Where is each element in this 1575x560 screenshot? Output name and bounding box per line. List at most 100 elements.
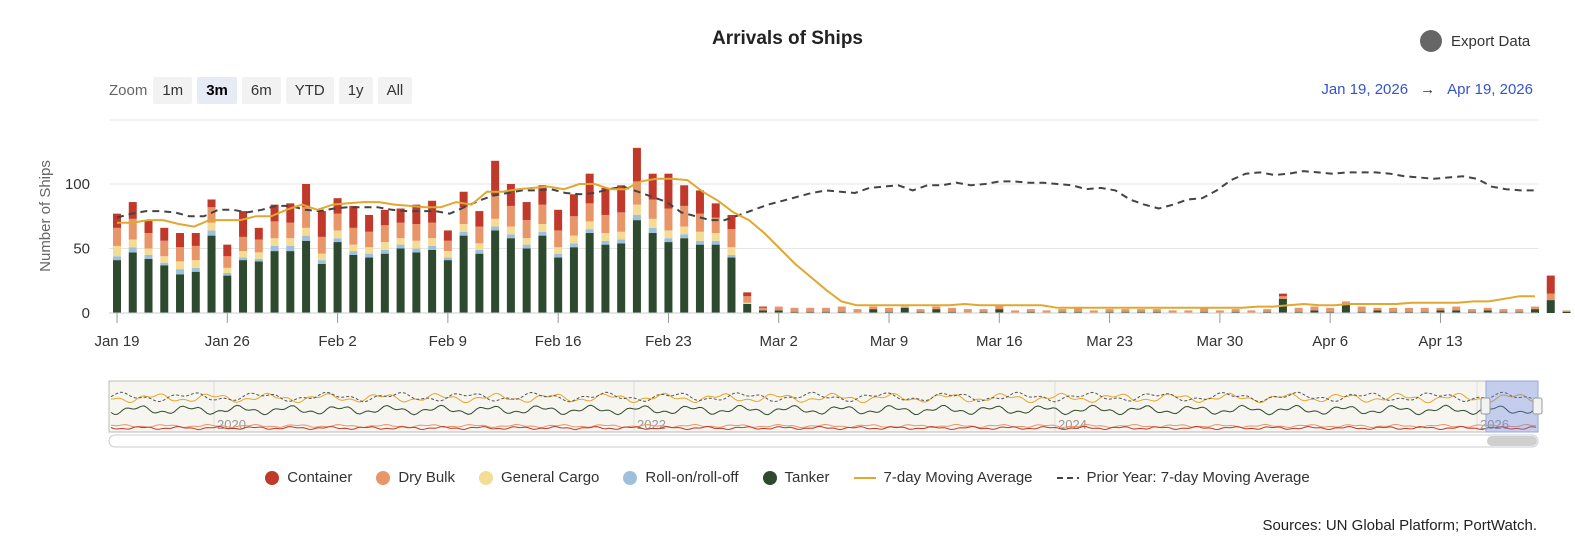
bar-general-cargo — [223, 267, 232, 274]
bar-dry-bulk — [1326, 307, 1335, 312]
zoom-1m-button[interactable]: 1m — [153, 77, 193, 104]
bar-tanker — [916, 311, 925, 313]
bar-general-cargo — [302, 227, 311, 236]
legend-item-ma7[interactable]: 7-day Moving Average — [853, 469, 1033, 486]
bar-roro — [380, 249, 389, 254]
bar-dry-bulk — [758, 307, 767, 311]
bar-dry-bulk — [412, 223, 421, 241]
bar-container — [223, 244, 232, 257]
bar-dry-bulk — [806, 307, 815, 312]
bar-dry-bulk — [1531, 306, 1539, 310]
legend-item-container[interactable]: Container — [265, 469, 352, 486]
range-start-date[interactable]: Jan 19, 2026 — [1321, 81, 1409, 98]
bar-tanker — [1467, 311, 1476, 313]
bar-dry-bulk — [900, 306, 909, 308]
bar-tanker — [113, 260, 121, 313]
bar-general-cargo — [711, 233, 720, 241]
bar-tanker — [648, 233, 657, 313]
legend-item-dry-bulk[interactable]: Dry Bulk — [376, 469, 455, 486]
bar-tanker — [223, 275, 232, 313]
bar-dry-bulk — [443, 240, 452, 252]
bar-roro — [601, 240, 610, 245]
legend-item-prior-year[interactable]: Prior Year: 7-day Moving Average — [1056, 469, 1310, 486]
bar-tanker — [837, 311, 846, 313]
zoom-1y-button[interactable]: 1y — [338, 77, 373, 104]
bar-container — [113, 213, 121, 228]
bar-tanker — [774, 310, 783, 313]
bar-container — [585, 173, 594, 204]
legend-label: Roll-on/roll-off — [645, 469, 739, 486]
x-tick-label: Apr 13 — [1418, 333, 1462, 350]
bar-tanker — [1105, 311, 1114, 313]
bar-dry-bulk — [1357, 306, 1366, 312]
bar-general-cargo — [569, 235, 578, 244]
export-data-button[interactable]: Export Data — [1420, 30, 1530, 52]
bar-tanker — [948, 311, 957, 313]
bar-tanker — [1452, 310, 1461, 313]
bar-tanker — [1326, 311, 1335, 313]
bar-container — [412, 204, 421, 224]
bar-tanker — [365, 257, 374, 313]
bar-container — [191, 233, 200, 246]
bar-dry-bulk — [885, 307, 894, 312]
zoom-6m-button[interactable]: 6m — [241, 77, 281, 104]
bar-general-cargo — [443, 251, 452, 258]
bar-tanker — [1026, 311, 1035, 313]
legend-item-general-cargo[interactable]: General Cargo — [479, 469, 599, 486]
zoom-ytd-button[interactable]: YTD — [285, 77, 334, 104]
chart-area: 0 50 100 Number of Ships Jan 19 Jan 26 Feb 2 F… — [37, 119, 1571, 448]
bar-dry-bulk — [1515, 309, 1524, 312]
bar-roro — [365, 253, 374, 258]
bar-container — [459, 191, 468, 208]
navigator-scrollbar-thumb — [1487, 436, 1537, 446]
zoom-all-button[interactable]: All — [377, 77, 413, 104]
bar-tanker — [538, 235, 547, 313]
bar-dry-bulk — [428, 222, 437, 239]
bar-dry-bulk — [1074, 307, 1083, 312]
bar-dry-bulk — [144, 233, 153, 249]
bar-roro — [727, 254, 736, 258]
bar-dry-bulk — [1562, 310, 1571, 312]
bar-tanker — [396, 248, 405, 313]
bar-dry-bulk — [695, 213, 704, 232]
legend-item-tanker[interactable]: Tanker — [762, 469, 830, 486]
bar-roro — [585, 229, 594, 234]
bar-dry-bulk — [207, 207, 216, 223]
bar-general-cargo — [144, 248, 153, 255]
navigator-handle-right — [1532, 397, 1543, 415]
bar-container — [617, 185, 626, 213]
bar-dry-bulk — [176, 247, 185, 262]
zoom-3m-button[interactable]: 3m — [197, 77, 237, 104]
legend-label: 7-day Moving Average — [883, 469, 1033, 486]
bar-tanker — [1231, 311, 1240, 313]
bar-roro — [113, 256, 121, 261]
bar-tanker — [932, 309, 941, 313]
navigator-tanker-line — [110, 404, 1537, 416]
legend-item-roro[interactable]: Roll-on/roll-off — [623, 469, 739, 486]
bar-tanker — [869, 309, 878, 313]
navigator[interactable]: 2020202220242026 — [108, 380, 1543, 448]
zoom-controls: Zoom 1m 3m 6m YTD 1y All — [109, 77, 417, 104]
bar-dry-bulk — [1278, 296, 1287, 299]
bar-container — [428, 200, 437, 223]
bar-dry-bulk — [1341, 301, 1350, 304]
bar-general-cargo — [412, 240, 421, 249]
bar-dry-bulk — [1121, 309, 1130, 312]
bar-container — [443, 230, 452, 241]
bar-general-cargo — [270, 238, 279, 246]
bar-general-cargo — [254, 252, 263, 259]
bar-roro — [239, 257, 248, 261]
bar-tanker — [632, 220, 641, 313]
bar-tanker — [1562, 311, 1571, 313]
bar-roro — [711, 240, 720, 245]
bar-tanker — [585, 233, 594, 313]
legend-label: Dry Bulk — [398, 469, 456, 486]
bar-dry-bulk — [1546, 293, 1555, 301]
range-end-date[interactable]: Apr 19, 2026 — [1447, 81, 1533, 98]
bar-tanker — [680, 238, 689, 313]
bar-roro — [617, 239, 626, 244]
bar-roro — [349, 251, 358, 255]
bar-general-cargo — [176, 261, 185, 270]
bar-dry-bulk — [1042, 310, 1051, 313]
bar-dry-bulk — [1184, 310, 1193, 313]
